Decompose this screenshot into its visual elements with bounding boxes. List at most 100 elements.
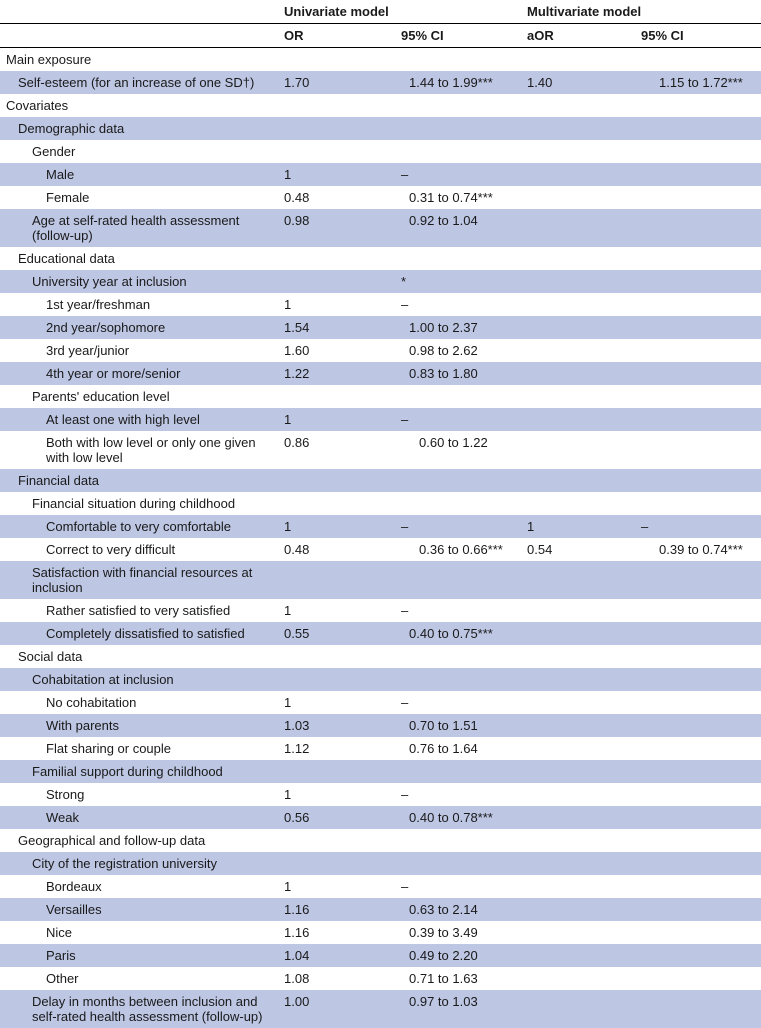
cell-or [278,829,395,852]
cell-aci [635,186,761,209]
cell-ci [395,94,521,117]
cell-ci: 0.49 to 2.20 [395,944,521,967]
cell-aor [521,492,635,515]
cell-ci: 0.92 to 1.04 [395,209,521,247]
table-row: Completely dissatisfied to satisfied0.55… [0,622,761,645]
table-row: Cohabitation at inclusion [0,668,761,691]
cell-ci [395,385,521,408]
cell-ci [395,140,521,163]
cell-ci: 0.40 to 0.75*** [395,622,521,645]
cell-aor [521,691,635,714]
table-row: Main exposure [0,48,761,72]
table-row: University year at inclusion* [0,270,761,293]
cell-or [278,48,395,72]
cell-aci [635,967,761,990]
cell-aci [635,760,761,783]
row-label: Satisfaction with financial resources at… [0,561,278,599]
cell-ci: 0.76 to 1.64 [395,737,521,760]
cell-aci [635,247,761,270]
cell-aor [521,385,635,408]
row-label: Educational data [0,247,278,270]
table-row: Demographic data [0,117,761,140]
cell-ci: – [395,515,521,538]
cell-aor [521,561,635,599]
cell-aor [521,990,635,1028]
cell-aci [635,783,761,806]
cell-ci: – [395,293,521,316]
cell-aor [521,339,635,362]
row-label: Correct to very difficult [0,538,278,561]
cell-aor [521,783,635,806]
cell-aci [635,431,761,469]
cell-aor [521,622,635,645]
cell-or: 1 [278,408,395,431]
cell-or: 0.48 [278,538,395,561]
row-label: Financial data [0,469,278,492]
cell-aci [635,469,761,492]
row-label: 1st year/freshman [0,293,278,316]
cell-aor [521,645,635,668]
row-label: Financial situation during childhood [0,492,278,515]
table-row: Nice1.160.39 to 3.49 [0,921,761,944]
cell-aci [635,875,761,898]
cell-aci [635,852,761,875]
cell-aci [635,163,761,186]
cell-ci: – [395,599,521,622]
table-row: Satisfaction with financial resources at… [0,561,761,599]
cell-or: 1.16 [278,921,395,944]
cell-or [278,270,395,293]
cell-ci: – [395,783,521,806]
cell-or: 1.03 [278,714,395,737]
cell-aor [521,247,635,270]
table-row: Geographical and follow-up data [0,829,761,852]
cell-aci: 0.39 to 0.74*** [635,538,761,561]
cell-ci [395,48,521,72]
cell-or: 1 [278,875,395,898]
cell-ci: 0.60 to 1.22 [395,431,521,469]
cell-or [278,492,395,515]
cell-ci: 0.31 to 0.74*** [395,186,521,209]
row-label: With parents [0,714,278,737]
cell-or: 1 [278,691,395,714]
cell-ci: – [395,875,521,898]
cell-or: 1 [278,515,395,538]
table-row: Gender [0,140,761,163]
table-row: Paris1.040.49 to 2.20 [0,944,761,967]
cell-aci [635,829,761,852]
row-label: Gender [0,140,278,163]
row-label: Covariates [0,94,278,117]
table-row: Financial situation during childhood [0,492,761,515]
table-row: 3rd year/junior1.600.98 to 2.62 [0,339,761,362]
cell-aor [521,362,635,385]
cell-or [278,117,395,140]
row-label: Weak [0,806,278,829]
cell-aci: 1.15 to 1.72*** [635,71,761,94]
header-multivariate: Multivariate model [521,0,761,24]
row-label: Main exposure [0,48,278,72]
cell-aci [635,117,761,140]
cell-or: 0.48 [278,186,395,209]
table-row: Educational data [0,247,761,270]
cell-aci [635,140,761,163]
cell-or [278,469,395,492]
row-label: 4th year or more/senior [0,362,278,385]
cell-aci [635,599,761,622]
cell-aor [521,117,635,140]
row-label: Cohabitation at inclusion [0,668,278,691]
table-row: Weak0.560.40 to 0.78*** [0,806,761,829]
header-ci-multi: 95% CI [635,24,761,48]
table-row: Flat sharing or couple1.120.76 to 1.64 [0,737,761,760]
cell-aci [635,990,761,1028]
cell-aor [521,852,635,875]
cell-aci [635,94,761,117]
cell-aor [521,316,635,339]
cell-aor [521,163,635,186]
cell-aor [521,469,635,492]
row-label: Demographic data [0,117,278,140]
cell-or: 1 [278,783,395,806]
row-label: Comfortable to very comfortable [0,515,278,538]
cell-aor [521,921,635,944]
table-row: 2nd year/sophomore1.541.00 to 2.37 [0,316,761,339]
cell-ci: 1.00 to 2.37 [395,316,521,339]
row-label: Completely dissatisfied to satisfied [0,622,278,645]
